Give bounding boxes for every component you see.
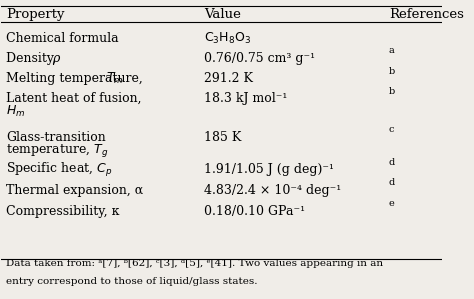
Text: $H_m$: $H_m$ [6, 104, 25, 119]
Text: e: e [389, 199, 395, 208]
Text: 4.83/2.4 × 10⁻⁴ deg⁻¹: 4.83/2.4 × 10⁻⁴ deg⁻¹ [204, 184, 341, 197]
Text: Melting temperature,: Melting temperature, [6, 72, 146, 85]
Text: Latent heat of fusion,: Latent heat of fusion, [6, 92, 141, 105]
Text: 0.18/0.10 GPa⁻¹: 0.18/0.10 GPa⁻¹ [204, 205, 305, 218]
Text: b: b [389, 87, 395, 96]
Text: Value: Value [204, 8, 241, 21]
Text: entry correspond to those of liquid/glass states.: entry correspond to those of liquid/glas… [6, 277, 257, 286]
Text: temperature, $T_g$: temperature, $T_g$ [6, 142, 108, 158]
Text: 185 K: 185 K [204, 131, 241, 144]
Text: c: c [389, 125, 394, 134]
Text: $\mathrm{C_3H_8O_3}$: $\mathrm{C_3H_8O_3}$ [204, 31, 251, 46]
Text: Data taken from: ᵃ[7], ᵇ[62], ᶜ[3], ᵈ[5], ᵉ[41]. Two values appearing in an: Data taken from: ᵃ[7], ᵇ[62], ᶜ[3], ᵈ[5]… [6, 259, 383, 268]
Text: Chemical formula: Chemical formula [6, 32, 118, 45]
Text: Glass-transition: Glass-transition [6, 131, 106, 144]
Text: $T_m$: $T_m$ [106, 71, 124, 86]
Text: d: d [389, 179, 395, 187]
Text: References: References [389, 8, 464, 21]
Text: d: d [389, 158, 395, 167]
Text: Property: Property [6, 8, 64, 21]
Text: a: a [389, 46, 395, 55]
Text: Compressibility, κ: Compressibility, κ [6, 205, 119, 218]
Text: Density,: Density, [6, 52, 60, 65]
Text: b: b [389, 66, 395, 76]
Text: 291.2 K: 291.2 K [204, 72, 253, 85]
Text: Thermal expansion, α: Thermal expansion, α [6, 184, 143, 197]
Text: 0.76/0.75 cm³ g⁻¹: 0.76/0.75 cm³ g⁻¹ [204, 52, 315, 65]
Text: 1.91/1.05 J (g deg)⁻¹: 1.91/1.05 J (g deg)⁻¹ [204, 163, 334, 176]
Text: 18.3 kJ mol⁻¹: 18.3 kJ mol⁻¹ [204, 92, 287, 105]
Text: ρ: ρ [52, 52, 59, 65]
Text: Specific heat, $C_p$: Specific heat, $C_p$ [6, 161, 112, 179]
